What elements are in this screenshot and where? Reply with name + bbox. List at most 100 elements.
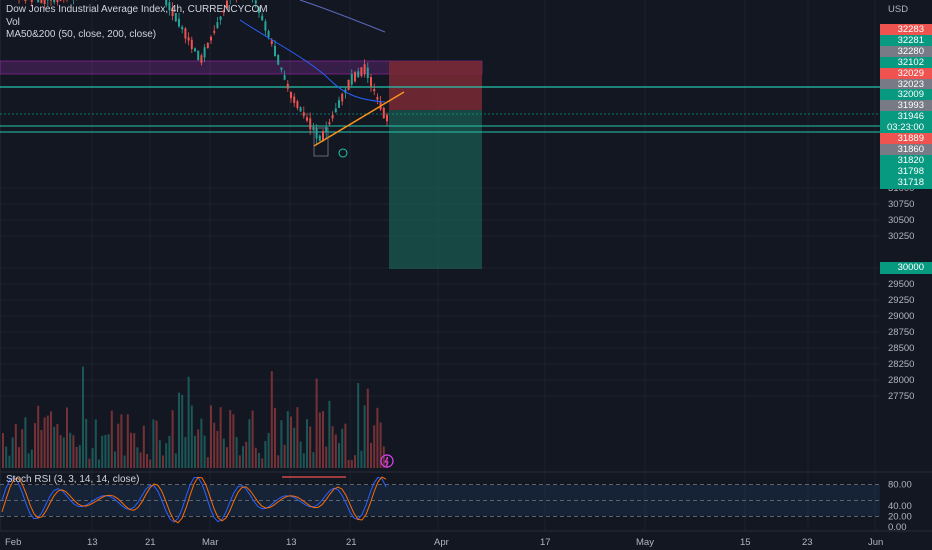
volume-bar bbox=[91, 448, 94, 468]
volume-bar bbox=[158, 440, 161, 468]
volume-bar bbox=[142, 425, 145, 468]
lightning-glyph bbox=[384, 456, 389, 467]
volume-bar bbox=[190, 405, 193, 468]
candle-body bbox=[293, 96, 296, 104]
volume-bar bbox=[357, 383, 360, 468]
candle-body bbox=[254, 0, 257, 4]
volume-bar bbox=[379, 422, 382, 468]
candle-body bbox=[190, 39, 193, 49]
candle-body bbox=[200, 55, 203, 63]
rsi-tick-label: 40.00 bbox=[888, 501, 912, 512]
time-tick-label: 21 bbox=[346, 537, 357, 548]
candle-body bbox=[296, 101, 299, 109]
candle-body bbox=[43, 0, 46, 4]
rsi-label: Stoch RSI (3, 3, 14, 14, close) bbox=[6, 474, 140, 485]
candle-body bbox=[171, 7, 174, 16]
volume-bar bbox=[30, 449, 33, 468]
ma50-line bbox=[239, 19, 386, 103]
volume-bar bbox=[126, 414, 129, 468]
currency-label: USD bbox=[888, 4, 909, 15]
volume-bar bbox=[34, 423, 36, 468]
volume-bar bbox=[107, 434, 110, 468]
price-tag: 32102 bbox=[880, 56, 932, 69]
volume-bar bbox=[222, 438, 225, 468]
candle-body bbox=[382, 107, 385, 119]
volume-bar bbox=[5, 446, 8, 468]
volume-bar bbox=[181, 394, 184, 468]
stoch-k-line bbox=[1, 476, 387, 523]
vol-label: Vol bbox=[6, 17, 20, 28]
time-tick-label: Mar bbox=[202, 537, 218, 548]
stop-zone bbox=[389, 61, 482, 110]
volume-bar bbox=[94, 419, 97, 468]
volume-bar bbox=[78, 445, 81, 468]
volume-bar bbox=[354, 455, 356, 468]
candle-body bbox=[178, 18, 180, 27]
volume-bar bbox=[366, 388, 369, 468]
zones bbox=[0, 60, 880, 269]
time-tick-label: 23 bbox=[802, 537, 813, 548]
candle-body bbox=[277, 55, 280, 65]
candle-body bbox=[302, 112, 305, 117]
volume-bar bbox=[245, 441, 248, 468]
volume-bar bbox=[232, 414, 235, 468]
volume-bar bbox=[149, 459, 152, 468]
time-tick-label: 15 bbox=[740, 537, 751, 548]
candle-body bbox=[341, 93, 344, 102]
volume-bar bbox=[59, 435, 62, 468]
candle-body bbox=[363, 64, 366, 75]
candle-body bbox=[187, 37, 190, 41]
candle-body bbox=[376, 96, 379, 100]
candle-body bbox=[286, 83, 289, 89]
candle-body bbox=[261, 15, 264, 21]
candles bbox=[18, 0, 388, 144]
volume-bar bbox=[69, 432, 72, 468]
candle-body bbox=[37, 0, 40, 3]
volume-bar bbox=[338, 443, 340, 468]
volume-bar bbox=[168, 435, 171, 468]
volume-bar bbox=[242, 446, 244, 468]
price-tag: 30000 bbox=[880, 262, 932, 274]
volume-bar bbox=[331, 426, 334, 468]
price-tick-label: 30500 bbox=[888, 215, 914, 226]
volume-bar bbox=[312, 452, 315, 468]
price-tag: 31993 bbox=[880, 100, 932, 113]
volume-bar bbox=[229, 410, 232, 468]
volume-bar bbox=[318, 412, 321, 468]
volume-bar bbox=[66, 407, 68, 468]
rsi-band bbox=[0, 485, 880, 516]
volume-bar bbox=[309, 426, 312, 468]
grid bbox=[0, 0, 880, 530]
candle-body bbox=[354, 72, 356, 82]
volume-bar bbox=[261, 458, 264, 468]
volume-bar bbox=[120, 414, 123, 468]
volume-bar bbox=[341, 428, 344, 468]
volume-bar bbox=[117, 423, 120, 468]
candle-body bbox=[280, 67, 283, 70]
candle-body bbox=[213, 30, 216, 33]
candle-body bbox=[206, 42, 209, 49]
candle-body bbox=[181, 26, 184, 30]
volume-bar bbox=[363, 405, 366, 468]
candle-body bbox=[168, 2, 171, 11]
volume-bar bbox=[50, 411, 52, 468]
price-tick-label: 28250 bbox=[888, 359, 914, 370]
price-tag: 31946 bbox=[880, 111, 932, 124]
volume-bar bbox=[88, 458, 91, 468]
volume-bar bbox=[136, 447, 139, 468]
volume-bar bbox=[24, 417, 27, 468]
price-tag: 31798 bbox=[880, 165, 932, 178]
volume-bar bbox=[152, 419, 155, 468]
volume-bar bbox=[171, 410, 174, 468]
price-tag: 32009 bbox=[880, 89, 932, 102]
candle-body bbox=[370, 77, 372, 86]
volume-bar bbox=[40, 429, 43, 468]
candle-body bbox=[312, 127, 315, 131]
volume-bar bbox=[290, 416, 292, 468]
candle-body bbox=[40, 0, 43, 4]
candle-body bbox=[203, 47, 206, 58]
volume-bar bbox=[277, 455, 280, 468]
volume-bar bbox=[306, 419, 308, 468]
trendline bbox=[313, 91, 405, 147]
